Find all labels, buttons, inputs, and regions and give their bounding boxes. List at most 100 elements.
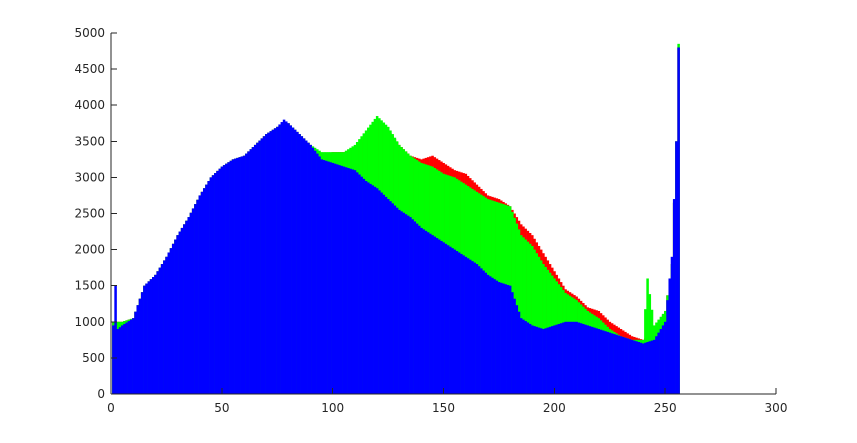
histogram-bar bbox=[307, 142, 310, 394]
x-tick-label: 300 bbox=[765, 401, 788, 415]
histogram-bar bbox=[400, 211, 403, 394]
histogram-bar bbox=[553, 325, 556, 394]
histogram-bar bbox=[371, 185, 374, 394]
histogram-bar bbox=[440, 240, 443, 394]
histogram-bar bbox=[657, 332, 660, 394]
histogram-bar bbox=[411, 219, 414, 394]
y-tick-label: 3000 bbox=[74, 170, 105, 184]
histogram-bar bbox=[586, 325, 589, 394]
histogram-bar bbox=[582, 323, 585, 394]
histogram-bar bbox=[570, 321, 574, 394]
ticks-layer: 0 50 100 150 200 250 3000500100015002000250030… bbox=[74, 26, 787, 415]
histogram-bar bbox=[555, 324, 558, 394]
histogram-bar bbox=[324, 160, 328, 394]
y-tick-label: 0 bbox=[97, 387, 105, 401]
histogram-bar bbox=[178, 231, 182, 394]
histogram-bar bbox=[566, 321, 570, 394]
histogram-bar bbox=[280, 122, 284, 395]
histogram-bar bbox=[147, 281, 151, 394]
histogram-bar bbox=[579, 323, 583, 394]
histogram-bar bbox=[362, 178, 366, 394]
histogram-bar bbox=[599, 329, 603, 394]
histogram-bar bbox=[260, 138, 264, 394]
histogram-bar bbox=[340, 165, 343, 394]
histogram-bar bbox=[309, 144, 312, 394]
histogram-bar bbox=[335, 164, 339, 394]
histogram-bar bbox=[116, 329, 120, 394]
y-tick-label: 4000 bbox=[74, 98, 105, 112]
histogram-bar bbox=[278, 124, 281, 394]
histogram-bar bbox=[338, 165, 341, 394]
histogram-bar bbox=[351, 169, 355, 394]
histogram-bar bbox=[189, 212, 193, 394]
y-tick-label: 5000 bbox=[74, 26, 105, 40]
histogram-bar bbox=[355, 172, 359, 394]
histogram-bar bbox=[615, 334, 618, 394]
histogram-bar bbox=[471, 261, 474, 394]
histogram-bar bbox=[300, 136, 304, 394]
histogram-bar bbox=[455, 251, 459, 394]
histogram-bar bbox=[588, 326, 592, 394]
histogram-bar bbox=[462, 255, 465, 394]
histogram-bar bbox=[236, 157, 239, 394]
histogram-bar bbox=[500, 282, 503, 394]
histogram-bar bbox=[644, 342, 647, 394]
histogram-bar bbox=[156, 271, 159, 394]
histogram-bar bbox=[442, 242, 445, 394]
x-tick-label: 150 bbox=[432, 401, 455, 415]
histogram-bar bbox=[575, 321, 578, 394]
histogram-bar bbox=[251, 147, 255, 394]
histogram-bar bbox=[488, 276, 492, 394]
histogram-bar bbox=[165, 256, 168, 394]
histogram-bar bbox=[225, 163, 228, 394]
histogram-bar bbox=[584, 324, 587, 394]
histogram-bar bbox=[322, 160, 326, 394]
histogram-bar bbox=[386, 199, 390, 394]
histogram-bar bbox=[548, 326, 552, 394]
x-tick-label: 200 bbox=[543, 401, 566, 415]
histogram-bar bbox=[369, 183, 372, 394]
histogram-bar bbox=[597, 329, 601, 394]
histogram-bar bbox=[409, 217, 412, 394]
histogram-bar bbox=[273, 128, 277, 395]
histogram-bar bbox=[641, 343, 645, 394]
histogram-bar bbox=[508, 285, 512, 394]
histogram-bar bbox=[316, 153, 319, 394]
histogram-bar bbox=[364, 181, 368, 394]
histogram-bar bbox=[633, 340, 636, 394]
histogram-bar bbox=[668, 278, 672, 394]
histogram-bar bbox=[468, 259, 472, 394]
histogram-bar bbox=[296, 131, 299, 394]
histogram-bar bbox=[677, 47, 680, 394]
histogram-bar bbox=[333, 163, 337, 394]
histogram-bar bbox=[628, 339, 632, 394]
histogram-bar bbox=[655, 336, 658, 394]
histogram-bar bbox=[477, 266, 481, 394]
histogram-bar bbox=[293, 129, 297, 394]
histogram-bar bbox=[402, 212, 406, 394]
histogram-bar bbox=[675, 141, 678, 394]
histogram-bar bbox=[491, 277, 494, 394]
histogram-bar bbox=[619, 336, 623, 394]
histogram-bar bbox=[242, 155, 246, 394]
histogram-bar bbox=[127, 321, 131, 394]
histogram-bar bbox=[433, 236, 437, 394]
histogram-bar bbox=[537, 256, 541, 394]
histogram-bar bbox=[152, 277, 155, 394]
histogram-bar bbox=[511, 292, 514, 394]
histogram-bar bbox=[391, 203, 394, 394]
histogram-bar bbox=[160, 264, 164, 394]
histogram-bar bbox=[429, 233, 432, 394]
histogram-bar bbox=[497, 282, 501, 394]
histogram-bar bbox=[482, 270, 485, 394]
histogram-bar bbox=[136, 305, 140, 394]
histogram-bar bbox=[426, 232, 430, 394]
histogram-bar bbox=[473, 262, 476, 394]
histogram-bar bbox=[526, 322, 530, 394]
y-tick-label: 4500 bbox=[74, 62, 105, 76]
histogram-bar bbox=[327, 161, 330, 394]
histogram-bar bbox=[617, 335, 621, 394]
histogram-bar bbox=[395, 207, 399, 394]
histogram-bar bbox=[140, 292, 144, 394]
histogram-bar bbox=[269, 131, 273, 394]
